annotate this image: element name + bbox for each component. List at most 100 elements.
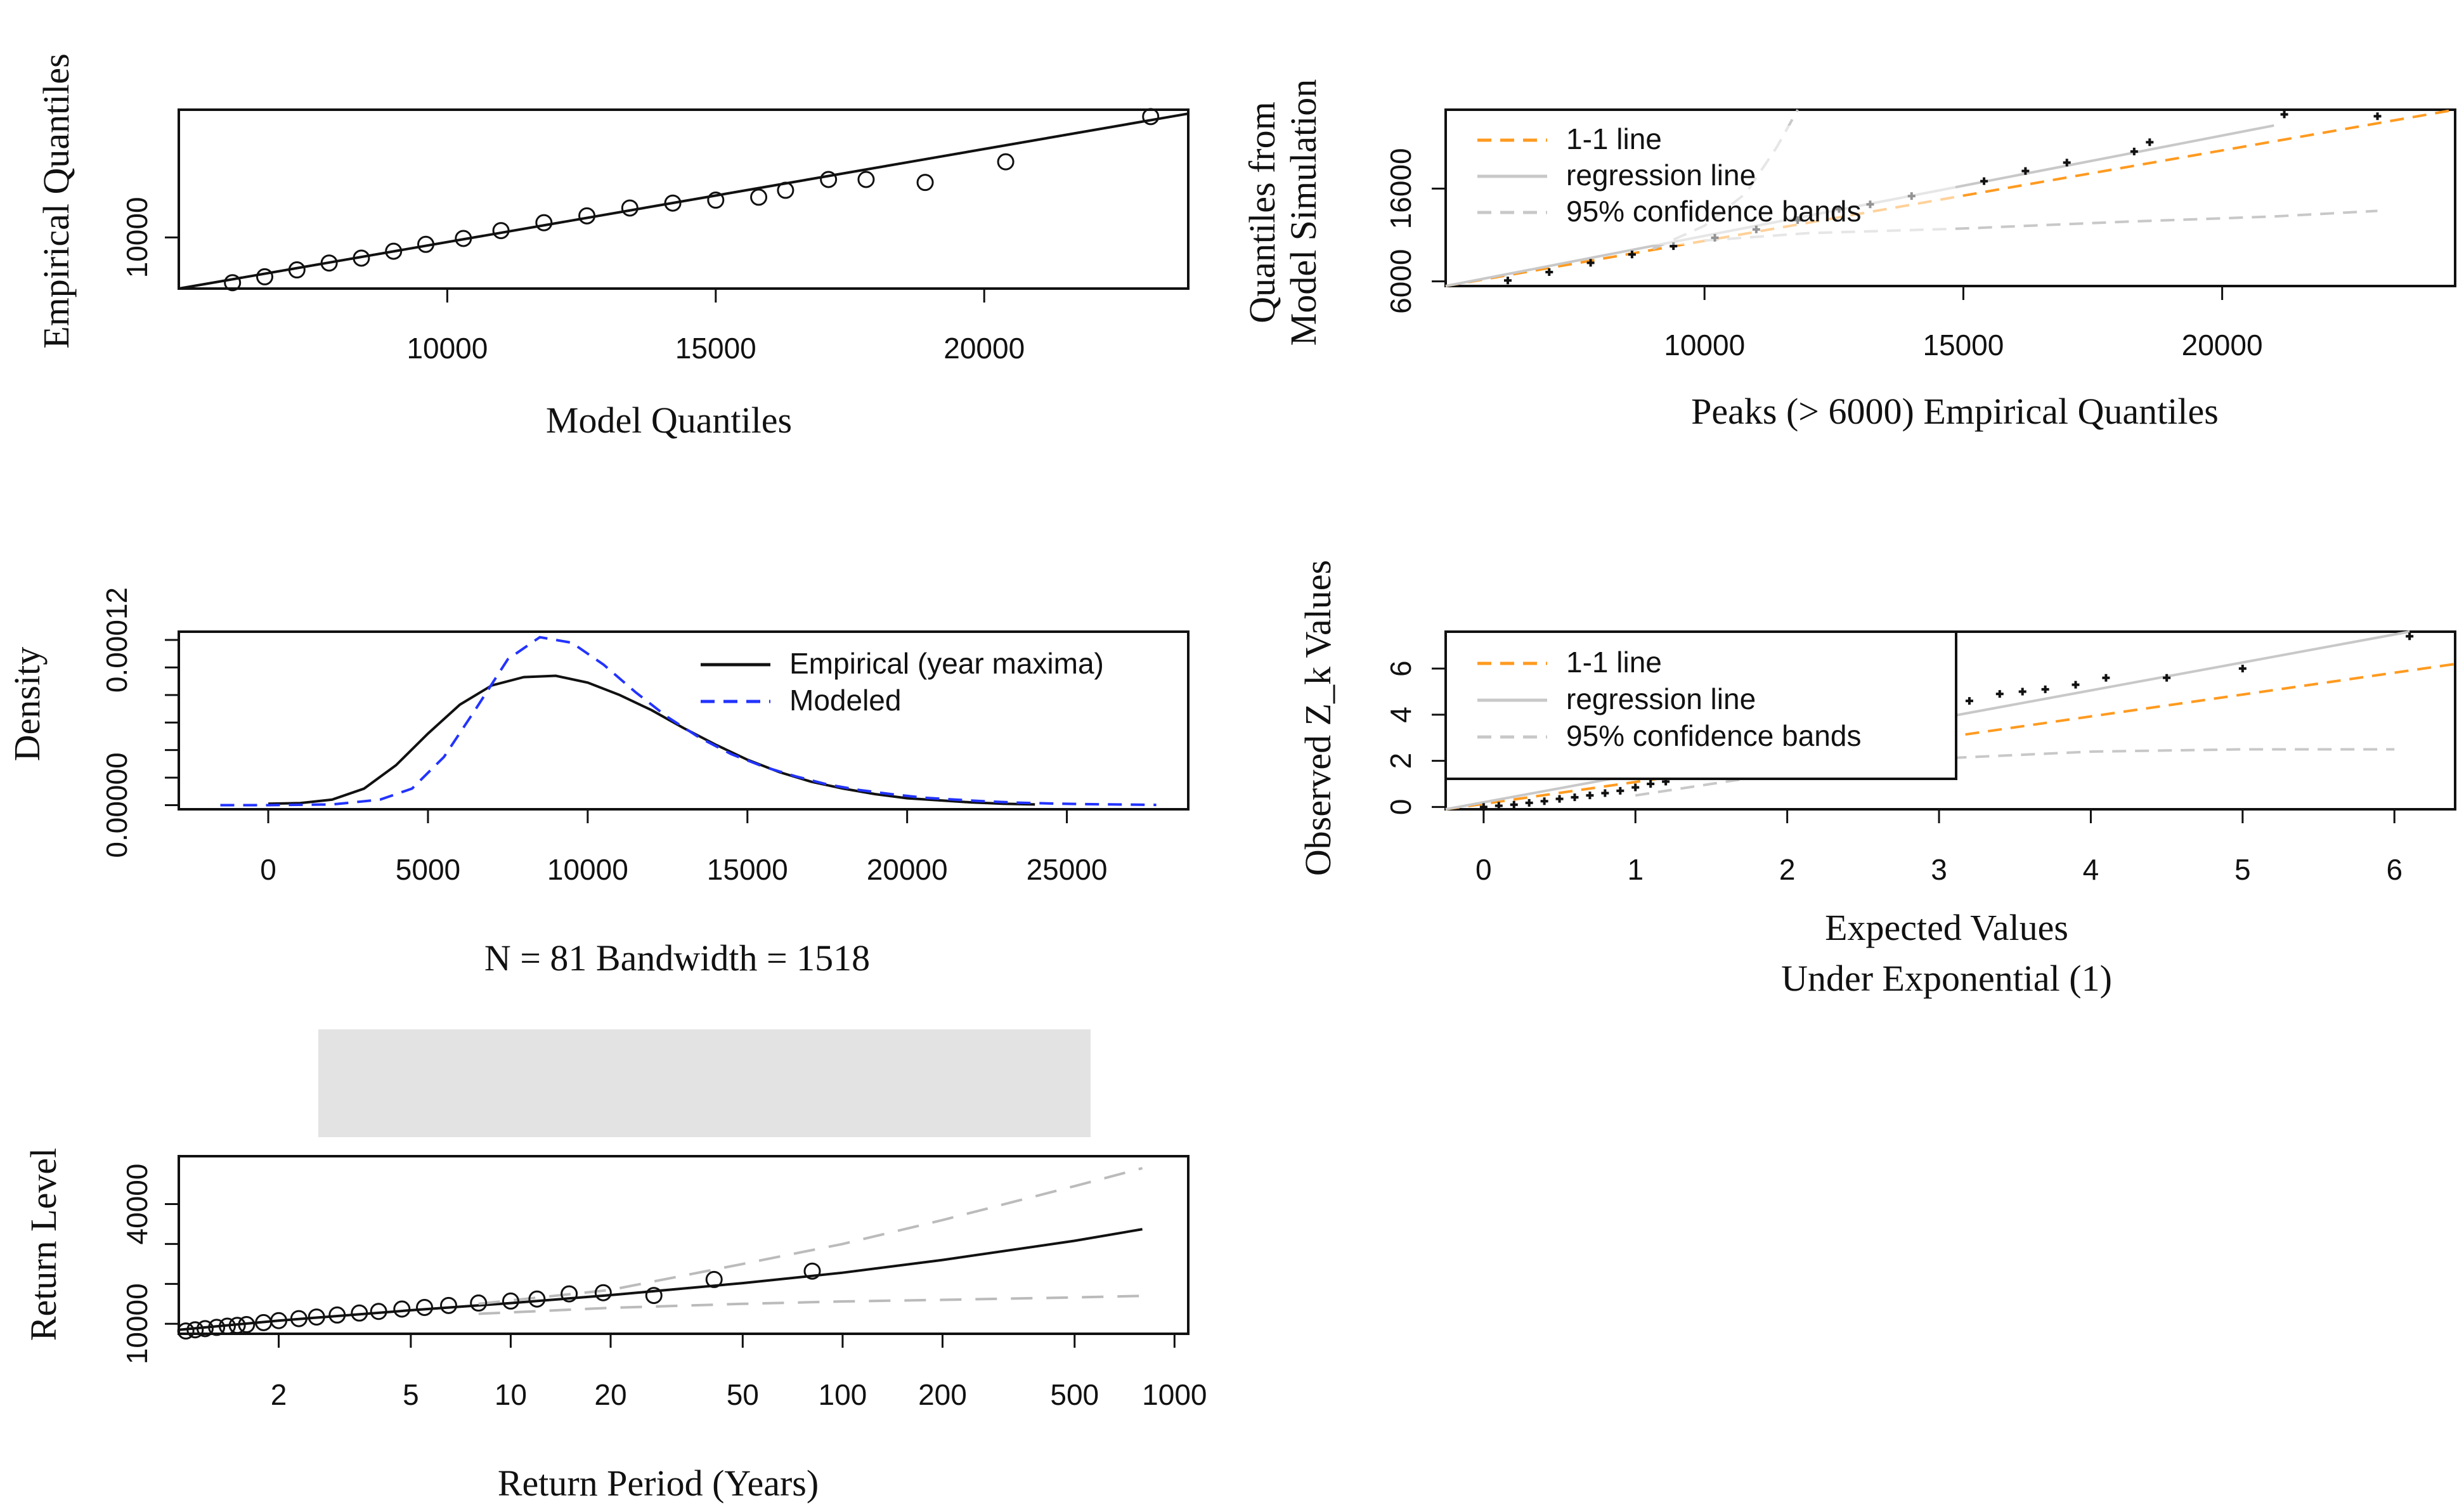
data-point <box>238 1316 256 1334</box>
y-tick-label: 0 <box>1384 799 1417 816</box>
legend-label: 95% confidence bands <box>1566 195 1861 228</box>
x-tick-label: 5000 <box>396 853 460 886</box>
series-line-empirical-year-maxima- <box>268 674 1035 806</box>
data-point <box>561 1285 578 1303</box>
data-point <box>1628 251 1636 259</box>
data-point <box>1995 690 2004 698</box>
x-axis-title: N = 81 Bandwidth = 1518 <box>484 937 870 979</box>
legend-box <box>1444 630 1957 780</box>
data-point <box>2018 688 2026 696</box>
data-point <box>177 1322 195 1340</box>
series-line-modeled <box>220 635 1157 807</box>
y-axis-title-line2: Model Simulation <box>1283 79 1324 346</box>
x-axis-title: Peaks (> 6000) Empirical Quantiles <box>1691 391 2219 432</box>
panel-model-qq: 10000 15000 20000 10000 Model Quantiles Em… <box>36 53 1190 441</box>
data-point <box>750 188 768 206</box>
data-point <box>1540 797 1548 805</box>
y-tick-label: 6 <box>1384 660 1417 677</box>
data-point <box>270 1312 288 1329</box>
y-tick-label: 4 <box>1384 707 1417 723</box>
data-point <box>1510 800 1518 809</box>
data-point <box>440 1296 458 1314</box>
data-point <box>1571 793 1579 802</box>
x-tick-label: 10000 <box>1664 329 1745 362</box>
data-point <box>1545 268 1553 277</box>
data-point <box>1601 789 1609 797</box>
y-axis-title: Empirical Quantiles <box>36 53 77 348</box>
legend-label: regression line <box>1566 159 1756 192</box>
x-tick-label: 500 <box>1050 1378 1099 1411</box>
data-point <box>370 1303 387 1320</box>
plot-frame <box>178 1155 1190 1335</box>
gray-placeholder-block <box>318 1029 1091 1137</box>
x-tick-label: 10000 <box>406 332 488 365</box>
data-point <box>1965 697 1973 705</box>
legend-label: Modeled <box>789 684 901 717</box>
x-tick-label: 200 <box>918 1378 967 1411</box>
data-point <box>535 214 553 231</box>
y-tick-label: 10000 <box>120 1283 153 1364</box>
x-tick-label: 6 <box>2386 853 2402 886</box>
x-axis-title: Model Quantiles <box>546 400 792 441</box>
panel-density: 0 5000 10000 15000 20000 25000 0.00000 0.00012… <box>6 587 1190 979</box>
data-point <box>820 171 838 188</box>
x-tick-label: 1 <box>1627 853 1644 886</box>
y-axis-title-line1: Quantiles from <box>1242 101 1283 323</box>
data-point <box>1525 798 1533 807</box>
legend-label: Empirical (year maxima) <box>789 647 1104 680</box>
data-point <box>705 1270 723 1288</box>
x-tick-label: 25000 <box>1027 853 1108 886</box>
x-axis-title-line2: Under Exponential (1) <box>1781 958 2112 999</box>
legend-label: regression line <box>1566 682 1756 715</box>
data-point <box>218 1317 236 1335</box>
data-point <box>2021 167 2030 175</box>
data-point <box>1142 108 1160 126</box>
y-tick-label: 6000 <box>1384 249 1417 314</box>
data-point <box>256 268 273 285</box>
data-point <box>224 274 242 292</box>
y-axis-title: Observed Z_k Values <box>1297 560 1339 876</box>
x-tick-label: 20000 <box>2182 329 2263 362</box>
x-tick-label: 3 <box>1931 853 1947 886</box>
x-tick-label: 4 <box>2083 853 2099 886</box>
data-point <box>186 1321 204 1339</box>
data-point <box>1495 802 1503 810</box>
data-point <box>2041 685 2049 693</box>
data-point <box>857 171 875 188</box>
data-point <box>502 1292 519 1310</box>
data-point <box>2063 159 2071 167</box>
legend-label: 95% confidence bands <box>1566 719 1861 752</box>
data-point <box>645 1287 663 1305</box>
x-tick-label: 10000 <box>547 853 628 886</box>
data-point <box>803 1262 821 1280</box>
data-point <box>2280 110 2288 119</box>
data-point <box>1980 177 1988 185</box>
x-tick-label: 2 <box>1779 853 1796 886</box>
y-tick-label: 10000 <box>120 197 153 278</box>
data-point <box>2146 138 2154 147</box>
x-axis-title: Return Period (Years) <box>498 1463 819 1504</box>
series-line-upper-band <box>478 1166 1143 1305</box>
legend-box <box>1448 126 1955 245</box>
y-tick-label: 2 <box>1384 753 1417 769</box>
data-point <box>594 1284 612 1301</box>
data-point <box>1586 259 1595 267</box>
y-tick-label: 40000 <box>120 1164 153 1245</box>
data-point <box>1479 803 1488 811</box>
panel-simulation-qq: 10000 15000 20000 6000 16000 1-1 line regres… <box>1242 79 2456 432</box>
x-tick-label: 20000 <box>943 332 1025 365</box>
data-point <box>290 1310 308 1327</box>
x-tick-label: 5 <box>2234 853 2251 886</box>
data-point <box>393 1300 411 1318</box>
x-tick-label: 15000 <box>1923 329 2004 362</box>
panel-return-level: 2 5 10 20 50 100 200 500 1000 10000 40000 Return … <box>23 1148 1207 1504</box>
data-point <box>1586 792 1594 800</box>
y-tick-label: 0.00012 <box>100 587 133 693</box>
x-axis-title-line1: Expected Values <box>1825 907 2068 948</box>
data-point <box>2406 632 2414 641</box>
x-tick-label: 1000 <box>1142 1378 1207 1411</box>
data-point <box>2130 147 2138 155</box>
y-axis-title: Return Level <box>23 1148 64 1341</box>
x-tick-label: 50 <box>727 1378 759 1411</box>
